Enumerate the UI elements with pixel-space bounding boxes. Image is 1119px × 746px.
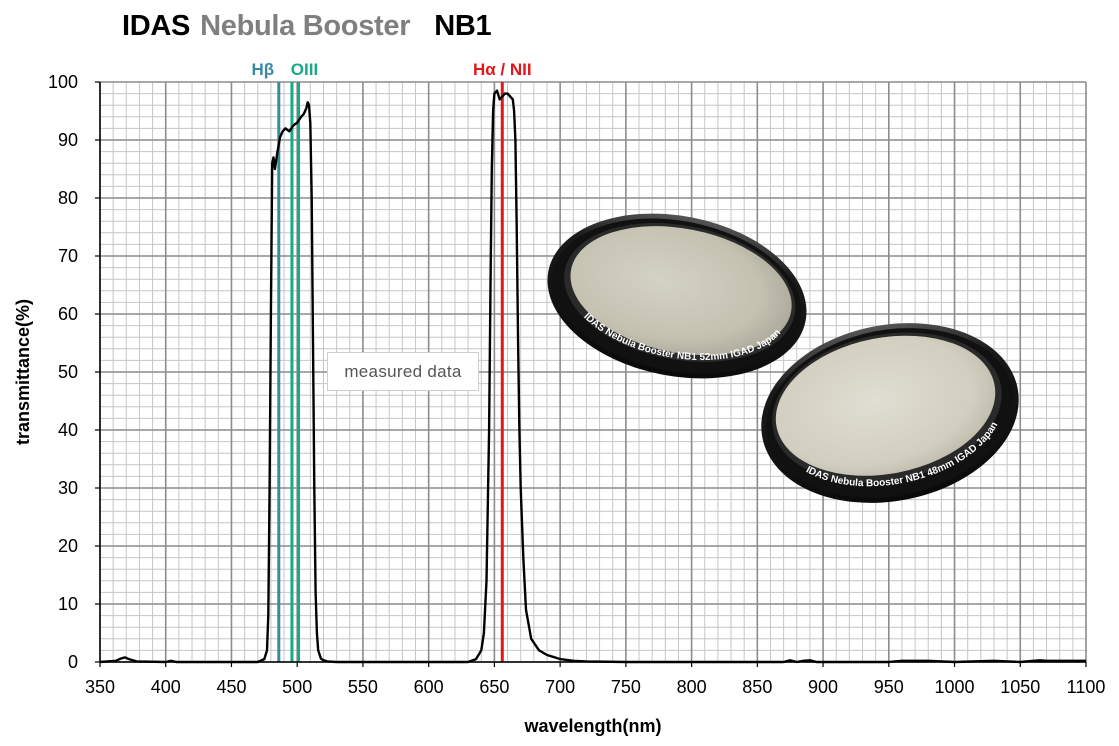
x-tick-label: 350 [85, 677, 115, 697]
title-brand: IDAS [122, 10, 191, 42]
y-tick-label: 100 [48, 72, 78, 92]
y-tick-label: 50 [58, 362, 78, 382]
title-model: NB1 [434, 10, 492, 42]
y-tick-label: 90 [58, 130, 78, 150]
y-axis-title: transmittance(%) [13, 299, 33, 445]
x-tick-label: 1100 [1067, 677, 1106, 697]
x-tick-label: 650 [479, 677, 509, 697]
x-tick-label: 800 [677, 677, 707, 697]
y-tick-label: 40 [58, 420, 78, 440]
filter-48mm-photo: IDAS Nebula Booster NB1 48mm IGAD Japan [761, 323, 1019, 504]
x-tick-label: 550 [348, 677, 378, 697]
x-tick-label: 1000 [935, 677, 975, 697]
x-tick-label: 600 [414, 677, 444, 697]
emission-line-label: Hβ [251, 60, 274, 79]
x-tick-label: 850 [742, 677, 772, 697]
chart-title: IDAS Nebula Booster NB1 [122, 10, 492, 43]
x-tick-label: 700 [545, 677, 575, 697]
y-tick-label: 10 [58, 594, 78, 614]
y-tick-label: 30 [58, 478, 78, 498]
y-tick-label: 80 [58, 188, 78, 208]
x-tick-label: 900 [808, 677, 838, 697]
x-tick-label: 400 [151, 677, 181, 697]
y-tick-label: 70 [58, 246, 78, 266]
measured-data-label: measured data [327, 352, 479, 391]
title-product: Nebula Booster [200, 10, 411, 42]
x-tick-label: 750 [611, 677, 641, 697]
x-tick-label: 950 [874, 677, 904, 697]
y-tick-label: 0 [68, 652, 78, 672]
emission-line-label: OIII [291, 60, 318, 79]
filter-52mm-photo: IDAS Nebula Booster NB1 52mm IGAD Japan [547, 213, 807, 381]
x-tick-label: 500 [282, 677, 312, 697]
y-tick-label: 20 [58, 536, 78, 556]
x-tick-label: 450 [216, 677, 246, 697]
x-axis-title: wavelength(nm) [523, 716, 661, 736]
x-tick-label: 1050 [1000, 677, 1040, 697]
emission-line-label: Hα / NII [473, 60, 532, 79]
y-tick-label: 60 [58, 304, 78, 324]
